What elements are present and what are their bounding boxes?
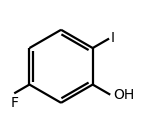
- Text: I: I: [110, 31, 114, 45]
- Text: OH: OH: [113, 88, 134, 102]
- Text: F: F: [10, 96, 18, 110]
